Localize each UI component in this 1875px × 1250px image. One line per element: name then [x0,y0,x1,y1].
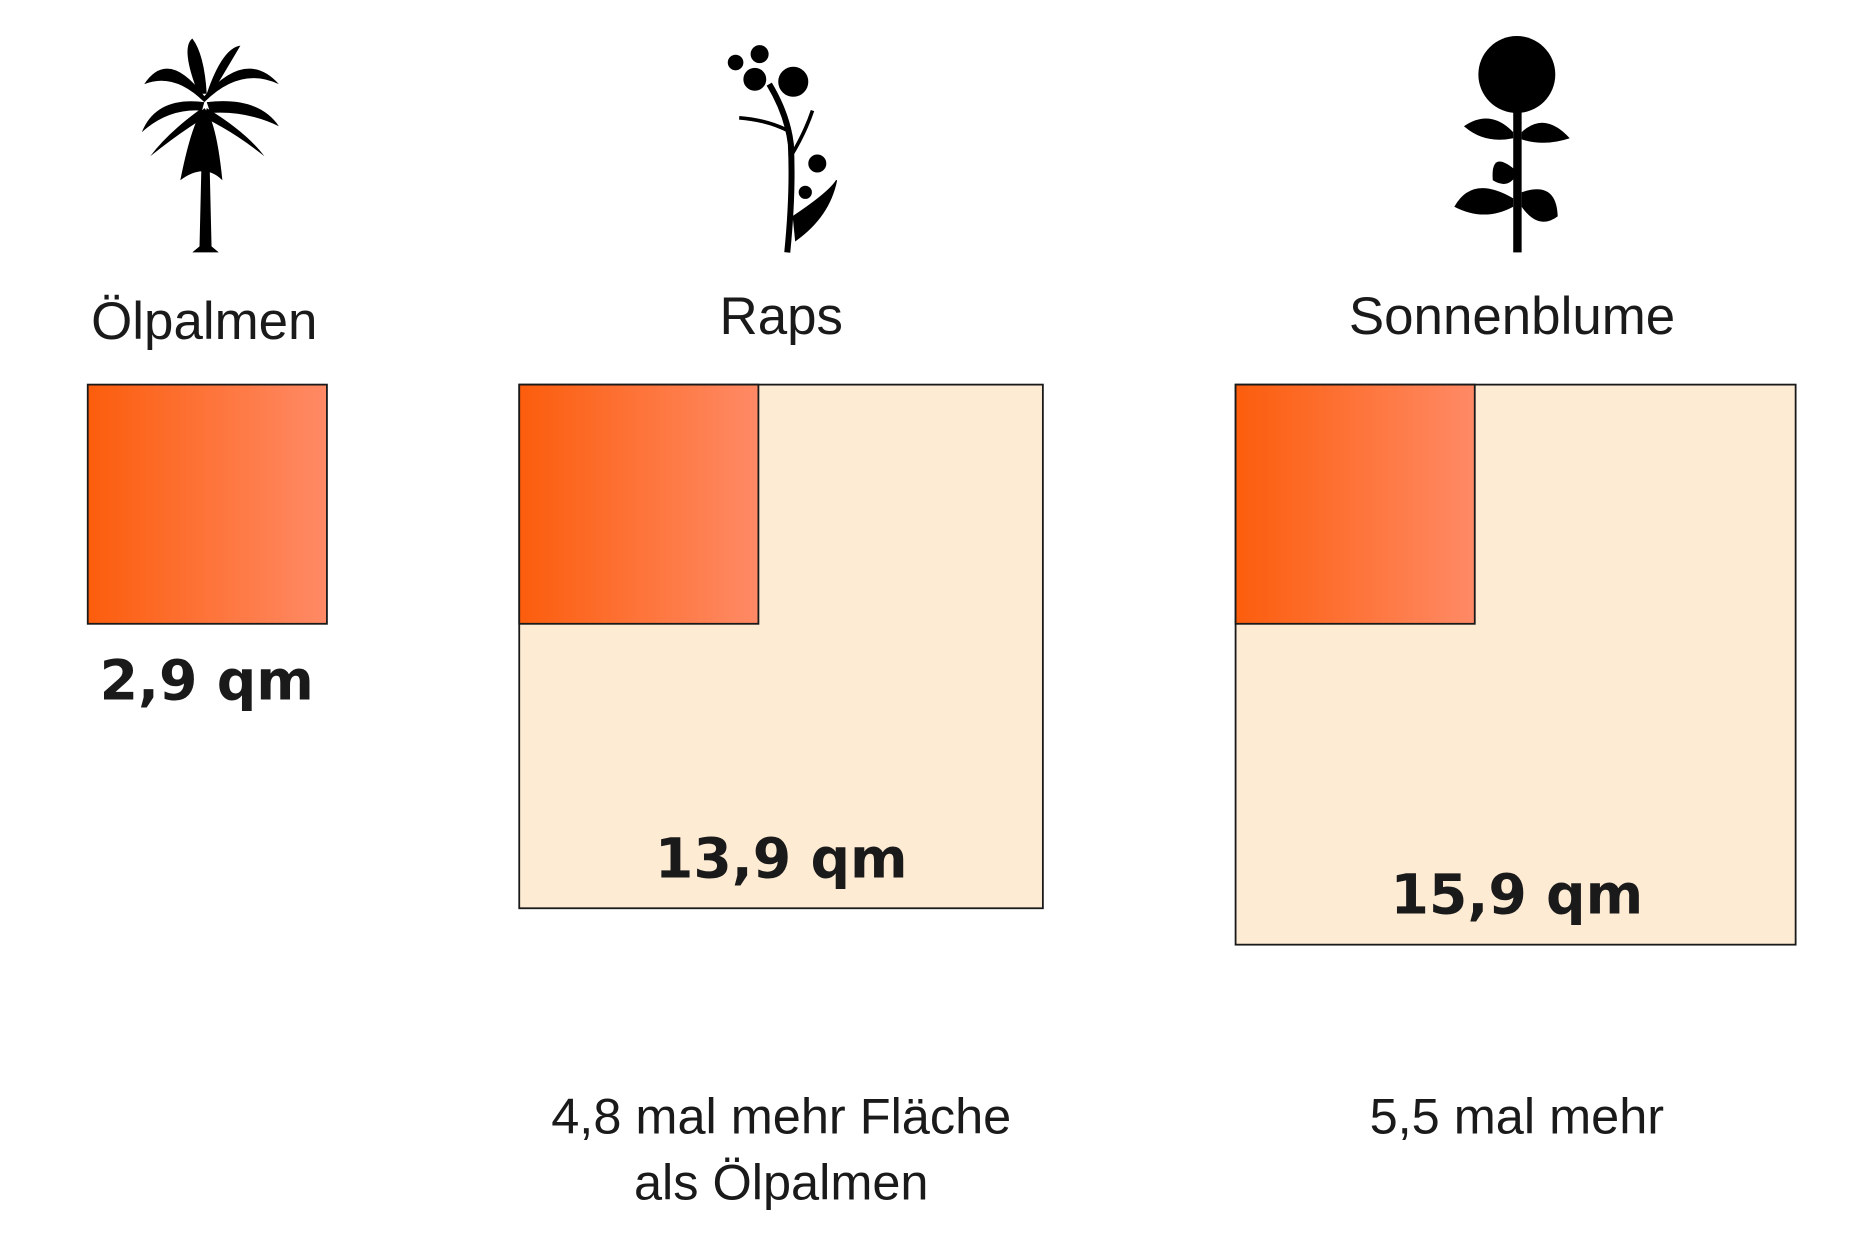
note-raps-line-1: 4,8 mal mehr Fläche [551,1087,1011,1144]
base-area-square-raps [518,383,760,625]
palm-tree-icon [141,38,279,253]
note-raps-line-2: als Ölpalmen [634,1154,929,1211]
crop-label-raps: Raps [720,287,843,346]
crop-label-oelpalmen: Ölpalmen [91,292,317,351]
crop-label-sonnenblume: Sonnenblume [1349,287,1675,346]
rapeseed-plant-icon [727,45,838,253]
value-label-raps: 13,9 qm [655,827,908,891]
value-label-oelpalmen: 2,9 qm [100,650,314,714]
value-label-sonnenblume: 15,9 qm [1390,863,1643,927]
area-square-oelpalmen [86,383,328,625]
base-area-square-sonnenblume [1234,383,1476,625]
note-sonnenblume-line-1: 5,5 mal mehr [1370,1087,1665,1144]
sunflower-icon [1454,36,1570,253]
